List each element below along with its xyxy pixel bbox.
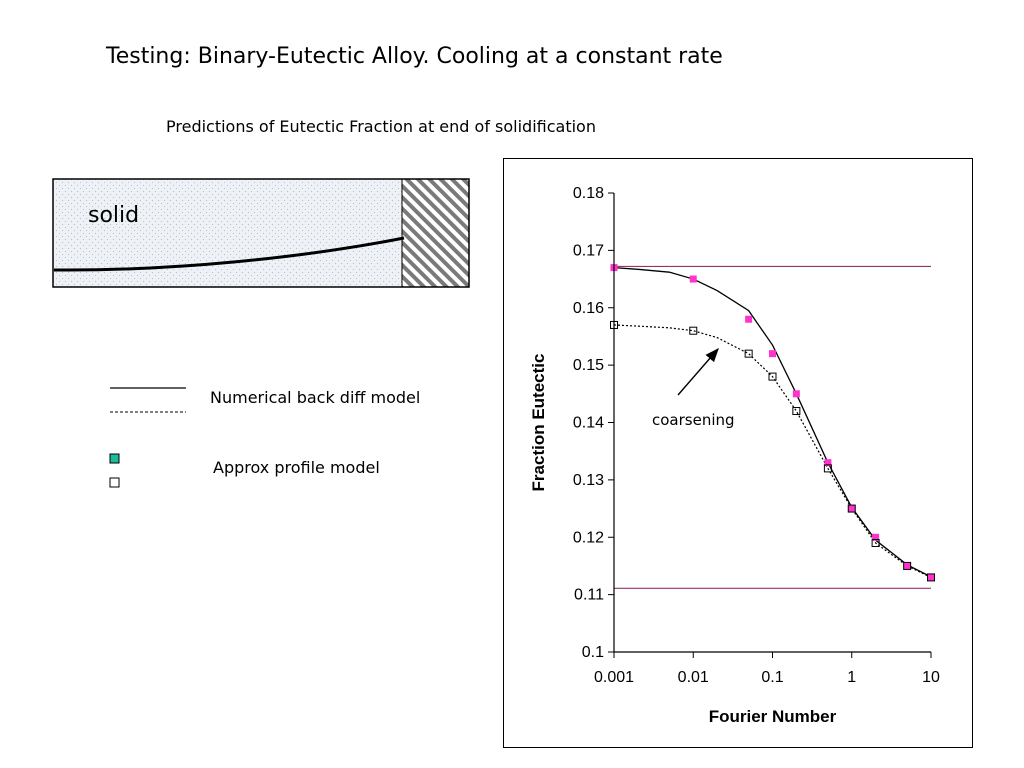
filled-data-point: [927, 573, 935, 581]
filled-data-point: [745, 315, 753, 323]
filled-data-point: [824, 459, 832, 467]
x-tick-label: 0.001: [594, 669, 634, 686]
slide-title: Testing: Binary-Eutectic Alloy. Cooling …: [106, 44, 723, 69]
coarsening-annotation: coarsening: [652, 411, 735, 429]
legend-filled-marker: [109, 453, 120, 464]
open-data-point: [903, 561, 912, 570]
open-data-point: [871, 538, 880, 547]
x-tick-label: 0.01: [678, 669, 709, 686]
legend-lines-label: Numerical back diff model: [210, 388, 421, 407]
open-data-point: [847, 504, 856, 513]
open-data-point: [927, 573, 935, 582]
composition-profile-curve: [53, 236, 405, 272]
legend-line-swatches: [110, 387, 186, 413]
x-axis-title: Fourier Number: [709, 707, 837, 726]
filled-data-point: [792, 390, 800, 398]
filled-data-point: [848, 505, 856, 513]
solid-label: solid: [88, 203, 139, 228]
filled-data-point: [903, 562, 911, 570]
y-tick-label: 0.13: [573, 472, 604, 489]
open-data-point: [823, 464, 832, 473]
coarsening-arrow: [677, 347, 719, 396]
filled-data-point: [689, 275, 697, 283]
slide-subtitle: Predictions of Eutectic Fraction at end …: [166, 117, 596, 136]
x-tick-label: 1: [847, 669, 856, 686]
chart: 0.10.110.120.130.140.150.160.170.180.001…: [529, 185, 940, 726]
x-tick-label: 0.1: [761, 669, 783, 686]
y-tick-label: 0.14: [573, 415, 604, 432]
y-tick-label: 0.15: [573, 357, 604, 374]
legend-marker-swatches: [109, 453, 120, 488]
legend-markers-label: Approx profile model: [213, 458, 380, 477]
solidification-schematic: solid: [52, 178, 470, 288]
open-data-point: [792, 407, 801, 416]
liquid-region: [402, 179, 469, 287]
chart-frame: 0.1 0.11 0.12 0.13 0.14 0.15 0.16 0.17 0.18 0.001…: [503, 158, 973, 748]
open-data-point: [689, 326, 698, 335]
y-tick-label: 0.16: [573, 300, 604, 317]
numerical-model-dotted-line: [613, 324, 932, 578]
y-tick-label: 0.17: [573, 242, 604, 259]
y-tick-label: 0.11: [574, 587, 604, 604]
open-data-point: [744, 349, 753, 358]
y-tick-label: 0.1: [582, 644, 604, 661]
y-axis-title: Fraction Eutectic: [529, 354, 548, 492]
open-data-point: [768, 372, 777, 381]
filled-data-point: [769, 350, 776, 358]
y-tick-label: 0.18: [573, 185, 604, 202]
y-tick-label: 0.12: [573, 529, 604, 546]
x-tick-label: 10: [922, 669, 940, 686]
schematic-border: [52, 178, 470, 288]
legend-open-marker: [109, 477, 120, 488]
legend: Numerical back diff model Approx profile…: [100, 380, 480, 500]
filled-data-point: [872, 533, 880, 541]
